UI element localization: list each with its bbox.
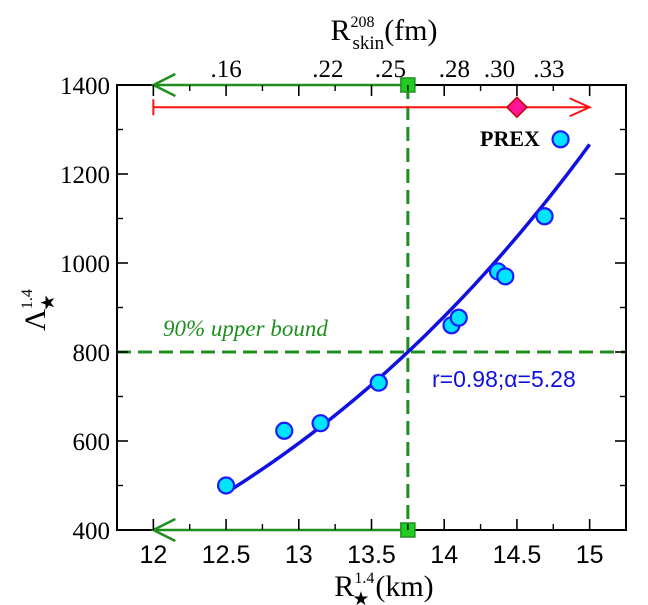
top-axis-title-sub: skin: [353, 33, 385, 54]
x-axis-title-unit: (km): [375, 570, 433, 603]
x-axis-title-base: R: [334, 570, 354, 603]
data-point: [311, 414, 330, 433]
y-axis-title-base: Λ: [19, 309, 52, 331]
top-tick-label: .30: [484, 56, 515, 83]
x-axis-title-sup: 1.4: [354, 570, 374, 587]
x-tick-label: 12: [139, 541, 167, 569]
x-tick-label: 13.5: [347, 541, 396, 569]
y-tick-label: 600: [73, 429, 111, 456]
prex-diamond-marker: [505, 96, 528, 119]
data-point: [216, 476, 236, 495]
top-axis-title-base: R: [330, 14, 350, 47]
top-tick-label: .16: [210, 56, 241, 83]
data-point: [551, 130, 570, 149]
top-axis-title-unit: (fm): [384, 14, 437, 47]
y-tick-label: 1400: [60, 73, 110, 100]
data-point: [369, 373, 388, 392]
y-tick-label: 1200: [60, 162, 110, 189]
x-axis-title: R1.4 ★ (km): [334, 570, 433, 605]
y-tick-label: 800: [73, 340, 111, 367]
top-tick-label: .28: [439, 56, 470, 83]
fit-curve: [225, 143, 592, 495]
y-axis-title: Λ1.4 ★: [19, 289, 59, 331]
y-tick-label: 400: [73, 518, 111, 545]
x-tick-label: 14: [430, 541, 458, 569]
top-tick-label: .33: [533, 56, 564, 83]
prex-arrowhead: [569, 97, 593, 118]
prex-label: PREX: [480, 126, 540, 151]
data-point: [535, 207, 554, 226]
plot-frame: [116, 84, 627, 531]
x-tick-label: 14.5: [493, 541, 542, 569]
top-tick-label: .22: [312, 56, 343, 83]
top-axis-title: R208 skin(fm): [330, 14, 437, 54]
data-point: [496, 267, 515, 286]
x-tick-label: 13: [285, 541, 313, 569]
y-axis-title-sup: 1.4: [19, 289, 36, 309]
upper-bound-label: 90% upper bound: [163, 316, 328, 341]
y-tick-label: 1000: [60, 251, 110, 278]
fit-annotation: r=0.98;α=5.28: [432, 366, 576, 392]
data-point: [275, 421, 294, 440]
x-tick-label: 15: [576, 541, 604, 569]
x-axis-title-sub: ★: [352, 589, 369, 605]
y-axis-title-sub: ★: [38, 294, 59, 311]
x-tick-label: 12.5: [202, 541, 251, 569]
top-axis-title-sup: 208: [351, 14, 375, 31]
top-tick-label: .25: [375, 56, 406, 83]
data-point: [449, 308, 468, 327]
